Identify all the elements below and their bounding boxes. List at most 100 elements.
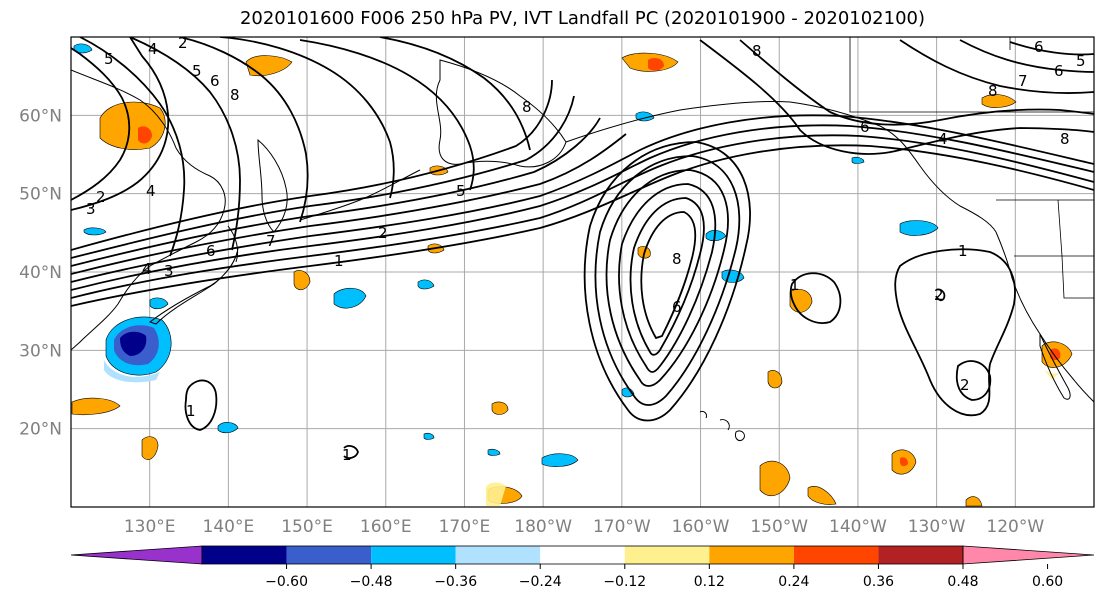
- contour-label: 5: [104, 50, 114, 68]
- contour-label: 5: [192, 62, 202, 80]
- longitude-label: 130°E: [124, 517, 176, 537]
- latitude-label: 50°N: [19, 185, 62, 205]
- longitude-label: 140°W: [829, 517, 887, 537]
- negative-anomaly-patch: [417, 279, 435, 290]
- colorbar-tick-label: 0.48: [947, 574, 978, 590]
- contour-label: 1: [958, 242, 968, 260]
- contour-label: 2: [96, 188, 106, 206]
- pv-contours: [71, 37, 1094, 459]
- contour-label: 8: [672, 250, 682, 268]
- strong-positive-anomaly-core: [648, 58, 664, 71]
- positive-anomaly-patch: [759, 460, 791, 496]
- colorbar-segment: [540, 546, 625, 564]
- pv-contour-labels: 5 4 2 5 6 8 2 3 4 6 7 4 3 5 2 1 8 8 6 4 …: [86, 34, 1086, 464]
- contour-label: 6: [860, 118, 870, 136]
- contour-label: 1: [334, 252, 344, 270]
- contour-label: 6: [1054, 62, 1064, 80]
- contour-label: 5: [1076, 52, 1086, 70]
- contour-label: 6: [672, 298, 682, 316]
- longitude-label: 170°W: [593, 517, 651, 537]
- contour-label: 6: [210, 72, 220, 90]
- colorbar-segment: [793, 546, 879, 564]
- contour-label: 2: [378, 224, 388, 242]
- strong-positive-anomaly-core: [900, 457, 908, 467]
- contour-label: 7: [266, 232, 276, 250]
- latitude-labels: 60°N 50°N 40°N 30°N 20°N: [19, 106, 62, 439]
- contour-label: 2: [934, 286, 944, 304]
- negative-anomaly-patch: [541, 453, 579, 467]
- negative-anomaly-patch: [333, 287, 367, 309]
- colorbar-tick-label: 0.60: [1032, 574, 1063, 590]
- colorbar-segment: [709, 546, 794, 564]
- contour-label: 6: [206, 242, 216, 260]
- colorbar-extend-low: [70, 545, 203, 565]
- contour-label: 5: [456, 182, 466, 200]
- colorbar-segment: [202, 546, 287, 564]
- colorbar-tick-label: −0.24: [519, 574, 562, 590]
- colorbar-tick-label: −0.12: [603, 574, 646, 590]
- longitude-label: 140°E: [203, 517, 255, 537]
- positive-anomaly-patch: [965, 496, 983, 507]
- contour-label: 1: [186, 402, 196, 420]
- positive-anomaly-patch: [807, 486, 837, 505]
- positive-anomaly-patch: [141, 436, 159, 460]
- contour-label: 8: [230, 86, 240, 104]
- weak-positive-anomaly: [485, 482, 506, 506]
- positive-anomaly-patch: [981, 94, 1017, 108]
- contour-label: 2: [178, 34, 188, 52]
- colorbar-tick-label: 0.12: [694, 574, 725, 590]
- contour-label: 3: [86, 200, 96, 218]
- colorbar-tick-label: −0.60: [265, 574, 308, 590]
- latitude-label: 60°N: [19, 106, 62, 126]
- longitude-labels: 130°E 140°E 150°E 160°E 170°E 180°W 170°W 160°W…: [124, 517, 1045, 537]
- contour-label: 7: [1018, 72, 1028, 90]
- contour-label: 4: [146, 182, 156, 200]
- longitude-label: 150°W: [750, 517, 808, 537]
- contour-label: 6: [1034, 38, 1044, 56]
- longitude-label: 160°E: [360, 517, 412, 537]
- colorbar-segment: [371, 546, 456, 564]
- colorbar-segment: [286, 546, 372, 564]
- positive-anomaly-patch: [99, 101, 166, 150]
- strong-positive-anomaly-core: [138, 126, 152, 144]
- colorbar-segment: [624, 546, 710, 564]
- contour-label: 8: [522, 98, 532, 116]
- weak-positive-anomaly: [1040, 364, 1060, 380]
- latitude-label: 30°N: [19, 341, 62, 361]
- contour-label: 4: [148, 40, 158, 58]
- negative-anomaly-patch: [149, 297, 169, 310]
- contour-label: 8: [988, 82, 998, 100]
- negative-anomaly-patch: [83, 227, 107, 236]
- colorbar: [70, 545, 1095, 565]
- colorbar-tick-label: 0.24: [778, 574, 809, 590]
- latitude-label: 20°N: [19, 420, 62, 440]
- figure-title: 2020101600 F006 250 hPa PV, IVT Landfall…: [239, 8, 926, 29]
- negative-anomaly-patch: [487, 448, 501, 456]
- contour-label: 4: [142, 260, 152, 278]
- negative-anomaly-patch: [423, 432, 435, 440]
- longitude-label: 170°E: [439, 517, 491, 537]
- colorbar-tick-label: 0.36: [863, 574, 894, 590]
- contour-label: 1: [790, 276, 800, 294]
- pv-anomaly-shading: [71, 43, 1073, 507]
- colorbar-segment: [455, 546, 541, 564]
- longitude-label: 130°W: [908, 517, 966, 537]
- positive-anomaly-patch: [491, 401, 509, 415]
- negative-anomaly-patch: [217, 422, 239, 434]
- colorbar-segment: [878, 546, 963, 564]
- very-strong-negative-anomaly: [120, 331, 147, 356]
- positive-anomaly-patch: [767, 370, 783, 389]
- contour-label: 8: [752, 42, 762, 60]
- negative-anomaly-patch: [851, 156, 865, 164]
- colorbar-frame: [201, 545, 964, 565]
- positive-anomaly-patch: [71, 397, 121, 416]
- longitude-label: 120°W: [986, 517, 1044, 537]
- contour-label: 8: [1060, 130, 1070, 148]
- colorbar-tick-label: −0.36: [434, 574, 477, 590]
- weak-negative-anomaly: [104, 360, 160, 383]
- positive-anomaly-patch: [245, 55, 293, 77]
- colorbar-extend-high: [962, 545, 1095, 565]
- negative-anomaly-patch: [899, 220, 939, 236]
- latitude-label: 40°N: [19, 263, 62, 283]
